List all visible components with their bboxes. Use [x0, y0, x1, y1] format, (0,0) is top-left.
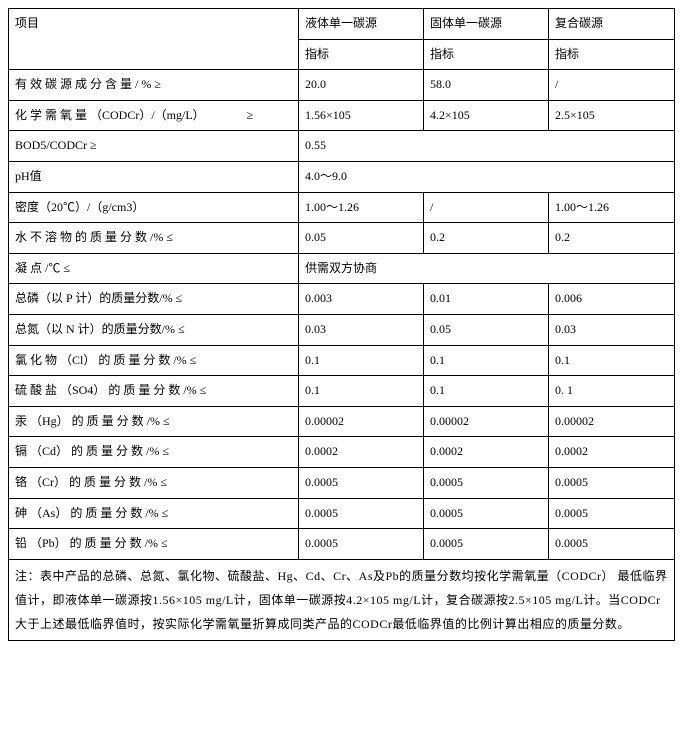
row-value: 0.1 [424, 376, 549, 407]
row-label: 有 效 碳 源 成 分 含 量 / % ≥ [9, 70, 299, 101]
row-value: 1.00～1.26 [549, 192, 675, 223]
table-row: 砷 （As） 的 质 量 分 数 /% ≤0.00050.00050.0005 [9, 498, 675, 529]
table-row: 铅 （Pb） 的 质 量 分 数 /% ≤0.00050.00050.0005 [9, 529, 675, 560]
row-value: 0.0005 [549, 467, 675, 498]
table-row: 镉 （Cd） 的 质 量 分 数 /% ≤0.00020.00020.0002 [9, 437, 675, 468]
row-span-value: 4.0～9.0 [299, 161, 675, 192]
row-value: 0.0005 [424, 529, 549, 560]
row-value: 0.00002 [299, 406, 424, 437]
table-row: 密度（20℃）/（g/cm3）1.00～1.26/1.00～1.26 [9, 192, 675, 223]
row-value: 0.1 [299, 376, 424, 407]
row-value: 0.0005 [424, 498, 549, 529]
row-value: 0.0005 [299, 529, 424, 560]
row-label: BOD5/CODCr ≥ [9, 131, 299, 162]
row-label: 铬 （Cr） 的 质 量 分 数 /% ≤ [9, 467, 299, 498]
row-value: 0.1 [549, 345, 675, 376]
row-value: 0.003 [299, 284, 424, 315]
row-label: 硫 酸 盐 （SO4） 的 质 量 分 数 /% ≤ [9, 376, 299, 407]
row-value: 0.05 [299, 223, 424, 254]
row-label: 氯 化 物 （Cl） 的 质 量 分 数 /% ≤ [9, 345, 299, 376]
row-value: 0.0005 [549, 498, 675, 529]
row-value: 0.0005 [299, 467, 424, 498]
row-label: 砷 （As） 的 质 量 分 数 /% ≤ [9, 498, 299, 529]
row-label: pH值 [9, 161, 299, 192]
row-label: 镉 （Cd） 的 质 量 分 数 /% ≤ [9, 437, 299, 468]
row-value: 0.0005 [549, 529, 675, 560]
table-row: 汞 （Hg） 的 质 量 分 数 /% ≤0.000020.000020.000… [9, 406, 675, 437]
table-row: BOD5/CODCr ≥0.55 [9, 131, 675, 162]
row-value: / [549, 70, 675, 101]
row-value: 0. 1 [549, 376, 675, 407]
row-label: 水 不 溶 物 的 质 量 分 数 /% ≤ [9, 223, 299, 254]
row-value: 4.2×105 [424, 100, 549, 131]
table-row: 有 效 碳 源 成 分 含 量 / % ≥20.058.0/ [9, 70, 675, 101]
row-value: 0.0002 [299, 437, 424, 468]
row-label: 汞 （Hg） 的 质 量 分 数 /% ≤ [9, 406, 299, 437]
row-span-value: 0.55 [299, 131, 675, 162]
spec-table: 项目 液体单一碳源 固体单一碳源 复合碳源 指标 指标 指标 有 效 碳 源 成… [8, 8, 675, 641]
row-label: 化 学 需 氧 量 （CODCr）/（mg/L） ≥ [9, 100, 299, 131]
row-value: 0.1 [424, 345, 549, 376]
row-value: / [424, 192, 549, 223]
row-label: 铅 （Pb） 的 质 量 分 数 /% ≤ [9, 529, 299, 560]
table-row: 凝 点 /℃ ≤供需双方协商 [9, 253, 675, 284]
table-row: 化 学 需 氧 量 （CODCr）/（mg/L） ≥1.56×1054.2×10… [9, 100, 675, 131]
table-note: 注：表中产品的总磷、总氮、氯化物、硫酸盐、Hg、Cd、Cr、As及Pb的质量分数… [9, 559, 675, 640]
header-sub-1: 指标 [299, 39, 424, 70]
row-label: 密度（20℃）/（g/cm3） [9, 192, 299, 223]
row-value: 2.5×105 [549, 100, 675, 131]
row-label: 总磷（以 P 计）的质量分数/% ≤ [9, 284, 299, 315]
table-row: 硫 酸 盐 （SO4） 的 质 量 分 数 /% ≤0.10.10. 1 [9, 376, 675, 407]
table-row: 总氮（以 N 计）的质量分数/% ≤0.030.050.03 [9, 314, 675, 345]
table-row: pH值4.0～9.0 [9, 161, 675, 192]
table-note-row: 注：表中产品的总磷、总氮、氯化物、硫酸盐、Hg、Cd、Cr、As及Pb的质量分数… [9, 559, 675, 640]
table-row: 水 不 溶 物 的 质 量 分 数 /% ≤0.050.20.2 [9, 223, 675, 254]
header-col3: 复合碳源 [549, 9, 675, 40]
row-span-value: 供需双方协商 [299, 253, 675, 284]
header-item: 项目 [9, 9, 299, 70]
row-value: 20.0 [299, 70, 424, 101]
header-sub-2: 指标 [424, 39, 549, 70]
row-value: 0.01 [424, 284, 549, 315]
row-value: 0.1 [299, 345, 424, 376]
table-row: 铬 （Cr） 的 质 量 分 数 /% ≤0.00050.00050.0005 [9, 467, 675, 498]
row-value: 0.03 [299, 314, 424, 345]
table-row: 氯 化 物 （Cl） 的 质 量 分 数 /% ≤0.10.10.1 [9, 345, 675, 376]
row-label: 总氮（以 N 计）的质量分数/% ≤ [9, 314, 299, 345]
row-value: 0.0002 [549, 437, 675, 468]
row-value: 0.006 [549, 284, 675, 315]
row-value: 0.0005 [299, 498, 424, 529]
row-value: 0.00002 [424, 406, 549, 437]
row-value: 0.05 [424, 314, 549, 345]
row-value: 58.0 [424, 70, 549, 101]
row-value: 0.2 [549, 223, 675, 254]
row-label: 凝 点 /℃ ≤ [9, 253, 299, 284]
row-value: 0.00002 [549, 406, 675, 437]
row-value: 1.56×105 [299, 100, 424, 131]
header-sub-3: 指标 [549, 39, 675, 70]
row-value: 0.03 [549, 314, 675, 345]
header-col1: 液体单一碳源 [299, 9, 424, 40]
row-value: 0.0005 [424, 467, 549, 498]
table-row: 总磷（以 P 计）的质量分数/% ≤0.0030.010.006 [9, 284, 675, 315]
table-header-row: 项目 液体单一碳源 固体单一碳源 复合碳源 [9, 9, 675, 40]
header-col2: 固体单一碳源 [424, 9, 549, 40]
row-value: 0.0002 [424, 437, 549, 468]
row-value: 1.00～1.26 [299, 192, 424, 223]
row-value: 0.2 [424, 223, 549, 254]
